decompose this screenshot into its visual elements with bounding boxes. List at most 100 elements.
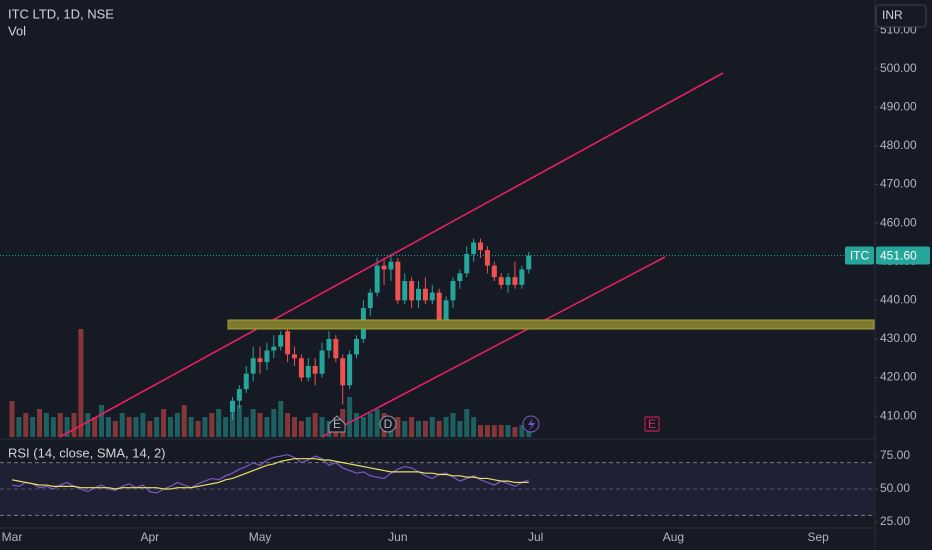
volume-bar — [243, 417, 249, 437]
volume-bar — [491, 425, 497, 437]
y-tick-label: 25.00 — [880, 514, 910, 528]
volume-bar — [78, 329, 84, 437]
candle-body — [498, 277, 504, 285]
candle-body — [326, 338, 332, 351]
event-label: D — [384, 417, 393, 431]
volume-bar — [126, 417, 132, 437]
volume-bar — [37, 409, 43, 437]
rsi-layer — [0, 454, 875, 516]
volume-bar — [395, 417, 401, 437]
volume-bar — [112, 421, 118, 437]
ticker-box — [845, 246, 874, 265]
candle-body — [347, 354, 353, 386]
currency-label: INR — [882, 8, 903, 22]
event-marker[interactable]: E — [644, 416, 660, 432]
volume-bar — [360, 417, 366, 437]
candle-body — [285, 331, 291, 355]
volume-bar — [209, 413, 215, 437]
volume-bar — [188, 417, 194, 437]
rsi-title: RSI (14, close, SMA, 14, 2) — [8, 445, 166, 460]
volume-bar — [354, 413, 359, 437]
candle-body — [457, 273, 463, 282]
volume-bar — [99, 405, 105, 437]
volume-bar — [367, 413, 373, 437]
x-tick-label: Jun — [388, 530, 407, 544]
y-tick-label: 460.00 — [880, 215, 917, 229]
x-tick-label: Sep — [807, 530, 829, 544]
volume-bar — [374, 409, 380, 437]
candle-body — [416, 288, 422, 301]
volume-bar — [57, 413, 63, 437]
volume-bar — [64, 417, 70, 437]
y-tick-label: 430.00 — [880, 331, 917, 345]
candle-body — [471, 242, 477, 255]
event-marker[interactable]: D — [379, 415, 397, 433]
volume-bar — [457, 421, 463, 437]
candle-body — [519, 269, 525, 285]
candle-body — [340, 358, 346, 386]
volume-bar — [23, 413, 29, 437]
volume-bar — [85, 413, 91, 437]
candle-body — [374, 265, 380, 293]
candle-body — [388, 261, 394, 270]
volume-bar — [498, 425, 504, 437]
candle-body — [271, 346, 277, 351]
volume-bar — [278, 401, 284, 437]
candle-body — [484, 250, 490, 266]
volume-bar — [285, 413, 291, 437]
volume-bar — [161, 409, 167, 437]
volume-bar — [202, 417, 208, 437]
volume-bar — [291, 417, 297, 437]
channel-lower — [321, 256, 666, 438]
volume-bar — [140, 413, 146, 437]
candle-body — [436, 292, 442, 320]
volume-bar — [229, 413, 235, 437]
volume-bar — [422, 421, 428, 437]
volume-bar — [464, 409, 470, 437]
volume-bar — [436, 421, 442, 437]
event-badge — [644, 416, 660, 432]
price-box — [876, 246, 930, 265]
y-tick-label: 500.00 — [880, 61, 917, 75]
volume-bar — [154, 417, 160, 437]
volume-bar — [9, 401, 15, 437]
volume-bar — [471, 417, 477, 437]
volume-bar — [105, 417, 111, 437]
candle-body — [478, 242, 484, 251]
event-badge — [379, 415, 397, 433]
x-tick-label: Jul — [528, 530, 543, 544]
candle-body — [505, 277, 511, 285]
y-tick-label: 440.00 — [880, 293, 917, 307]
event-badge — [328, 415, 346, 433]
x-tick-label: Apr — [140, 530, 159, 544]
volume-bar — [16, 417, 22, 437]
event-marker[interactable] — [522, 415, 540, 433]
event-marker[interactable]: E — [328, 415, 346, 433]
price-label: 451.60 — [880, 249, 917, 263]
volume-bar — [174, 413, 180, 437]
candle-body — [526, 255, 532, 270]
volume-bar — [416, 421, 422, 437]
event-label: E — [333, 417, 341, 431]
volume-bar — [133, 417, 139, 437]
rsi-line — [11, 454, 529, 494]
candle-body — [264, 350, 270, 363]
candle-body — [305, 365, 311, 378]
volume-bar — [147, 421, 153, 437]
volume-bar — [450, 413, 456, 437]
volume-bar — [312, 413, 318, 437]
y-tick-label: 75.00 — [880, 448, 910, 462]
x-tick-label: Mar — [2, 530, 23, 544]
candle-body — [429, 292, 435, 301]
currency-box[interactable] — [875, 4, 927, 28]
volume-bar — [167, 417, 173, 437]
candle-body — [464, 254, 470, 274]
candle-body — [422, 288, 428, 301]
candle-body — [450, 281, 456, 301]
volume-label: Vol — [8, 23, 26, 38]
candle-body — [402, 281, 408, 301]
volume-bar — [43, 413, 49, 437]
y-tick-label: 410.00 — [880, 408, 917, 422]
